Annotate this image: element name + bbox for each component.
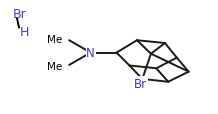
Text: Br: Br bbox=[134, 77, 147, 90]
Text: Me: Me bbox=[48, 61, 63, 71]
Text: Br: Br bbox=[13, 8, 27, 21]
Text: H: H bbox=[20, 26, 29, 39]
Text: Me: Me bbox=[48, 35, 63, 45]
Text: N: N bbox=[86, 47, 95, 60]
